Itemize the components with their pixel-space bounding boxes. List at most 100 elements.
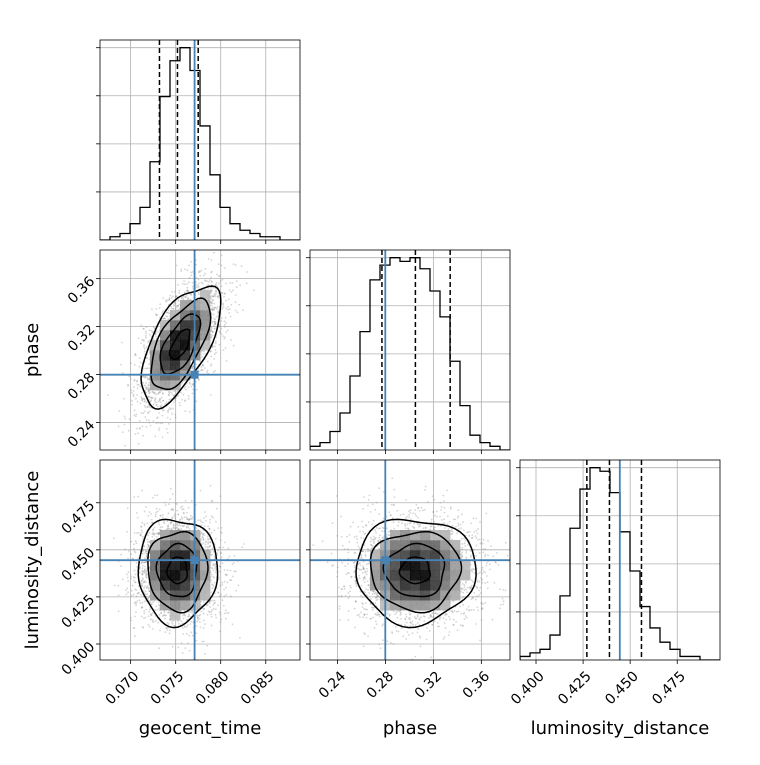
scatter-point <box>201 366 203 368</box>
scatter-point <box>202 537 204 539</box>
scatter-point <box>136 381 138 383</box>
scatter-point <box>218 263 220 265</box>
scatter-point <box>215 296 217 298</box>
scatter-point <box>212 334 214 336</box>
scatter-point <box>165 315 167 317</box>
scatter-point <box>148 419 150 421</box>
scatter-point <box>127 384 129 386</box>
scatter-point <box>161 673 163 675</box>
scatter-point <box>201 525 203 527</box>
scatter-point <box>203 275 205 277</box>
scatter-point <box>196 277 198 279</box>
scatter-point <box>137 401 139 403</box>
scatter-point <box>188 281 190 283</box>
scatter-point <box>198 279 200 281</box>
scatter-point <box>239 284 241 286</box>
scatter-point <box>181 505 183 507</box>
scatter-point <box>224 542 226 544</box>
scatter-point <box>172 509 174 511</box>
scatter-point <box>153 392 155 394</box>
scatter-point <box>229 282 231 284</box>
scatter-point <box>176 265 178 267</box>
scatter-point <box>204 653 206 655</box>
scatter-point <box>144 411 146 413</box>
scatter-point <box>185 500 187 502</box>
scatter-point <box>222 584 224 586</box>
scatter-point <box>222 562 224 564</box>
scatter-point <box>210 614 212 616</box>
scatter-point <box>159 303 161 305</box>
scatter-point <box>120 554 122 556</box>
scatter-point <box>140 325 142 327</box>
scatter-point <box>146 326 148 328</box>
scatter-point <box>159 398 161 400</box>
scatter-point <box>162 393 164 395</box>
scatter-point <box>144 405 146 407</box>
scatter-point <box>130 390 132 392</box>
scatter-point <box>223 605 225 607</box>
scatter-point <box>220 621 222 623</box>
scatter-point <box>141 392 143 394</box>
scatter-point <box>224 326 226 328</box>
scatter-point <box>140 396 142 398</box>
scatter-point <box>221 254 223 256</box>
scatter-point <box>221 308 223 310</box>
scatter-point <box>147 406 149 408</box>
scatter-point <box>213 529 215 531</box>
scatter-point <box>127 558 129 560</box>
scatter-point <box>147 412 149 414</box>
scatter-point <box>238 304 240 306</box>
scatter-point <box>192 271 194 273</box>
scatter-point <box>127 577 129 579</box>
scatter-point <box>157 511 159 513</box>
scatter-point <box>199 621 201 623</box>
scatter-point <box>182 622 184 624</box>
scatter-point <box>141 602 143 604</box>
scatter-point <box>190 294 192 296</box>
scatter-point <box>235 264 237 266</box>
scatter-point <box>188 398 190 400</box>
scatter-point <box>145 609 147 611</box>
scatter-point <box>135 398 137 400</box>
scatter-point <box>175 417 177 419</box>
scatter-point <box>229 579 231 581</box>
scatter-point <box>144 401 146 403</box>
scatter-point <box>134 582 136 584</box>
scatter-point <box>203 608 205 610</box>
scatter-point <box>217 554 219 556</box>
scatter-point <box>184 517 186 519</box>
scatter-point <box>141 562 143 564</box>
scatter-point <box>215 290 217 292</box>
scatter-point <box>177 284 179 286</box>
scatter-point <box>166 428 168 430</box>
scatter-point <box>204 273 206 275</box>
scatter-point <box>154 401 156 403</box>
scatter-point <box>183 280 185 282</box>
scatter-point <box>230 316 232 318</box>
scatter-point <box>217 306 219 308</box>
scatter-point <box>150 513 152 515</box>
scatter-point <box>180 519 182 521</box>
scatter-point <box>223 338 225 340</box>
scatter-point <box>210 277 212 279</box>
scatter-point <box>164 618 166 620</box>
scatter-point <box>217 296 219 298</box>
scatter-point <box>173 525 175 527</box>
scatter-point <box>214 370 216 372</box>
scatter-point <box>211 574 213 576</box>
scatter-point <box>157 331 159 333</box>
scatter-point <box>235 590 237 592</box>
scatter-point <box>141 616 143 618</box>
scatter-point <box>212 517 214 519</box>
scatter-point <box>221 582 223 584</box>
scatter-point <box>164 502 166 504</box>
scatter-point <box>190 515 192 517</box>
scatter-point <box>162 415 164 417</box>
scatter-point <box>184 400 186 402</box>
scatter-point <box>214 327 216 329</box>
scatter-point <box>219 275 221 277</box>
scatter-point <box>236 286 238 288</box>
scatter-point <box>227 306 229 308</box>
scatter-point <box>122 579 124 581</box>
